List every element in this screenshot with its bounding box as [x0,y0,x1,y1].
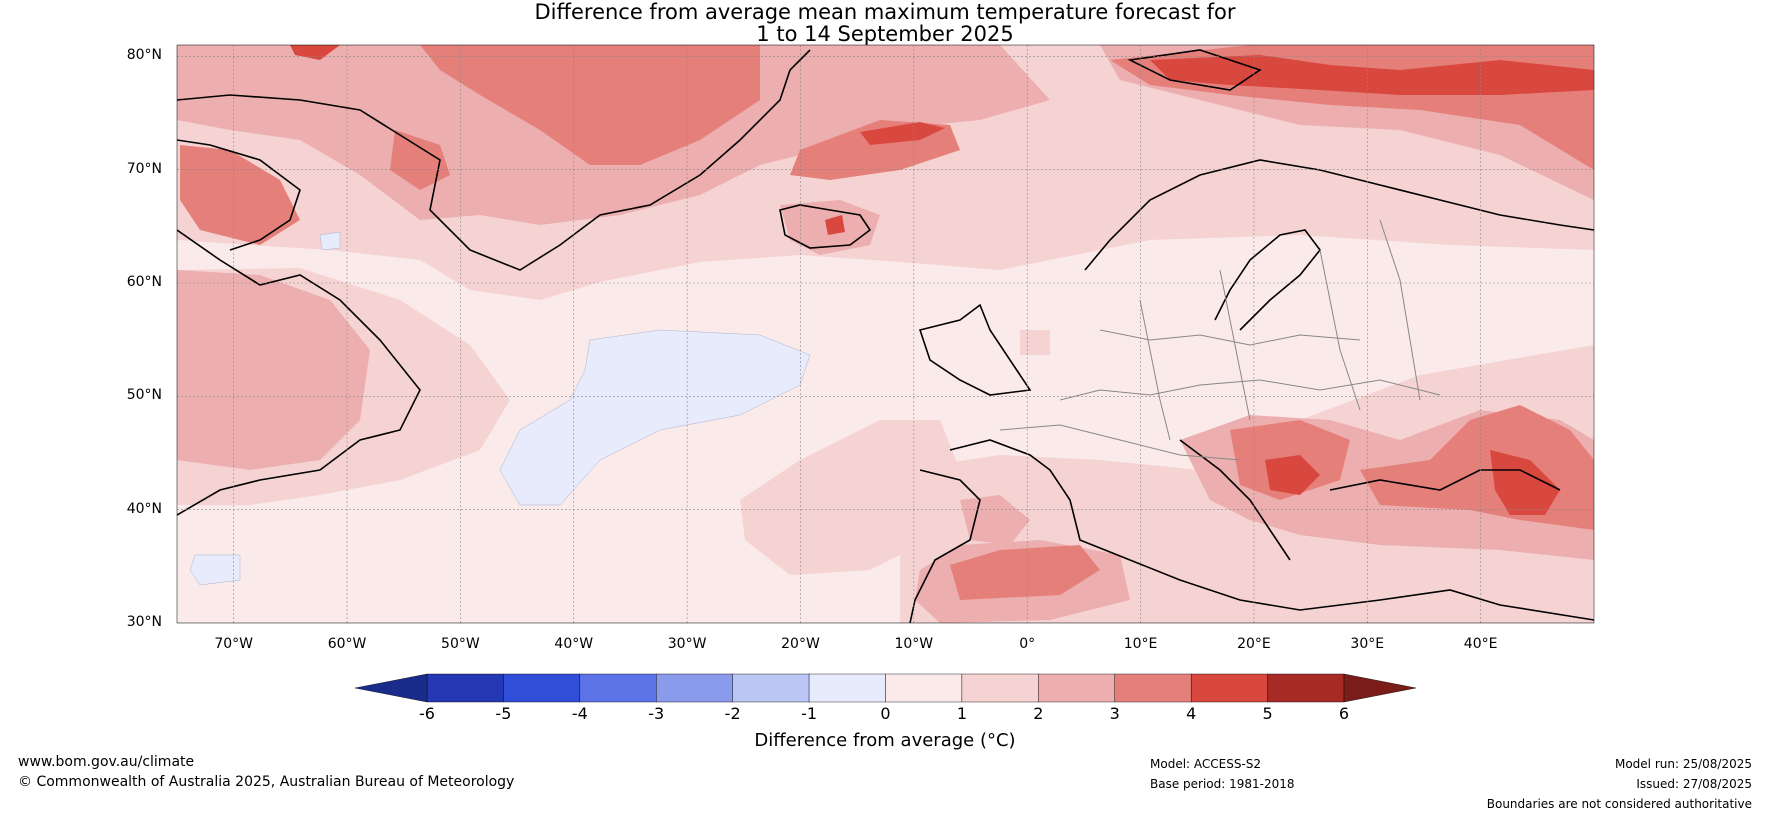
colorbar-tick-label: -3 [648,704,665,723]
lat-tick-label: 60°N [126,274,162,290]
colorbar-bin [961,673,1039,703]
colorbar [354,673,1417,703]
anomaly-4-5 [290,45,1594,515]
base-period-text: Base period: 1981-2018 [1150,777,1295,791]
colorbar-bin [808,673,886,703]
coastlines [177,49,1594,623]
colorbar-bin [1190,673,1268,703]
colorbar-tick-label: -5 [495,704,512,723]
colorbar-label: Difference from average (°C) [754,730,1016,751]
colorbar-under-arrow [354,673,428,703]
issued-text: Issued: 27/08/2025 [1636,777,1752,791]
colorbar-bin [579,673,657,703]
colorbar-bin [503,673,581,703]
colorbar-tick-label: 0 [880,704,891,723]
lon-tick-label: 50°W [441,636,480,652]
lon-tick-label: 20°W [781,636,820,652]
website-text: www.bom.gov.au/climate [18,754,195,770]
lon-tick-label: 40°E [1463,636,1498,652]
lon-tick-label: 0° [1019,636,1036,652]
disclaimer-text: Boundaries are not considered authoritat… [1486,797,1752,811]
colorbar-tick-label: 1 [956,704,967,723]
colorbar-tick-label: 2 [1033,704,1044,723]
lat-tick-label: 80°N [126,47,162,64]
model-run-text: Model run: 25/08/2025 [1614,757,1752,771]
map-title-line2: 1 to 14 September 2025 [756,22,1014,46]
map-field [177,45,1594,623]
colorbar-tick-label: 3 [1109,704,1120,723]
colorbar-bin [426,673,504,703]
lat-tick-label: 30°N [126,614,162,630]
colorbar-tick-label: -1 [801,704,818,723]
lat-tick-label: 40°N [126,500,162,517]
lon-tick-label: 30°E [1350,636,1385,652]
colorbar-tick-label: 4 [1186,704,1197,723]
map-frame [176,44,1595,624]
colorbar-bin [1114,673,1192,703]
country-borders [999,219,1441,461]
lon-tick-label: 40°W [554,636,594,652]
lon-tick-label: 60°W [327,636,367,652]
lat-tick-label: 70°N [126,160,162,177]
colorbar-over-arrow [1343,673,1417,703]
colorbar-bin [1267,673,1345,703]
colorbar-tick-label: -4 [571,704,588,723]
anomaly-minus1-0 [189,231,811,586]
colorbar-bin [656,673,733,703]
graticule [177,45,1594,623]
map-title-line1: Difference from average mean maximum tem… [534,0,1236,24]
model-text: Model: ACCESS-S2 [1150,757,1262,771]
colorbar-bin [885,673,963,703]
colorbar-tick-label: 6 [1338,704,1350,723]
colorbar-bin [732,673,810,703]
lon-tick-label: 30°W [667,636,707,652]
lon-tick-label: 10°W [894,636,934,652]
lon-tick-label: 20°E [1237,636,1271,652]
lat-tick-label: 50°N [126,387,162,404]
lon-tick-label: 10°E [1123,636,1158,652]
colorbar-bin [1038,673,1115,703]
colorbar-tick-label: -6 [419,704,435,723]
lon-tick-label: 70°W [214,636,253,652]
colorbar-tick-label: 5 [1262,704,1273,723]
colorbar-tick-label: -2 [724,704,741,723]
copyright-text: © Commonwealth of Australia 2025, Austra… [18,774,515,790]
